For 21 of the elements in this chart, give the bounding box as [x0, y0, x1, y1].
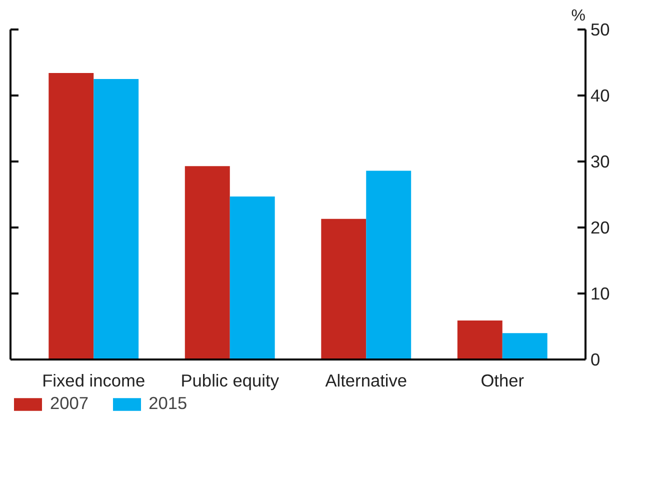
- y-tick-label: 20: [590, 218, 610, 238]
- y-tick-label: 0: [590, 350, 600, 370]
- bar: [366, 170, 412, 360]
- bar: [230, 196, 275, 360]
- bar: [184, 166, 230, 360]
- x-tick-label: Alternative: [325, 370, 408, 390]
- x-tick-label: Other: [480, 370, 524, 390]
- x-tick-label: Public equity: [180, 370, 280, 390]
- legend-label: 2007: [50, 393, 89, 414]
- bar: [457, 320, 502, 360]
- y-tick-label: 10: [590, 284, 610, 304]
- legend-label: 2015: [148, 393, 188, 414]
- y-tick-label: 50: [590, 20, 610, 40]
- x-tick-label: Fixed income: [42, 370, 146, 390]
- y-tick-label: 30: [590, 152, 610, 172]
- bar: [321, 218, 366, 360]
- bar: [94, 79, 139, 360]
- y-axis-title: %: [571, 8, 586, 24]
- bar: [502, 333, 548, 360]
- bar: [48, 73, 94, 360]
- y-tick-label: 40: [590, 86, 610, 106]
